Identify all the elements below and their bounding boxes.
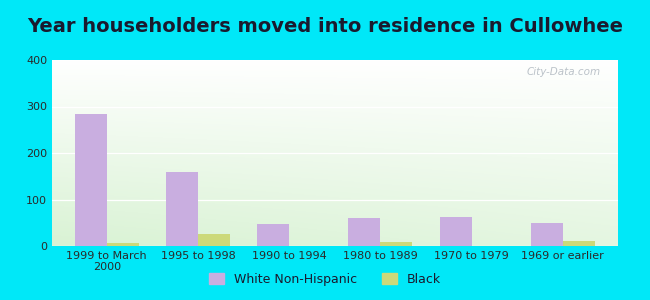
Bar	[380, 242, 412, 246]
Bar	[107, 243, 138, 246]
Bar	[531, 223, 563, 246]
Legend: White Non-Hispanic, Black: White Non-Hispanic, Black	[204, 268, 446, 291]
Bar	[198, 234, 230, 246]
Bar	[439, 217, 471, 246]
Bar	[563, 241, 595, 246]
Bar	[348, 218, 380, 246]
Text: Year householders moved into residence in Cullowhee: Year householders moved into residence i…	[27, 17, 623, 37]
Text: City-Data.com: City-Data.com	[526, 68, 601, 77]
Bar	[257, 224, 289, 246]
Bar	[166, 172, 198, 246]
Bar	[75, 114, 107, 246]
